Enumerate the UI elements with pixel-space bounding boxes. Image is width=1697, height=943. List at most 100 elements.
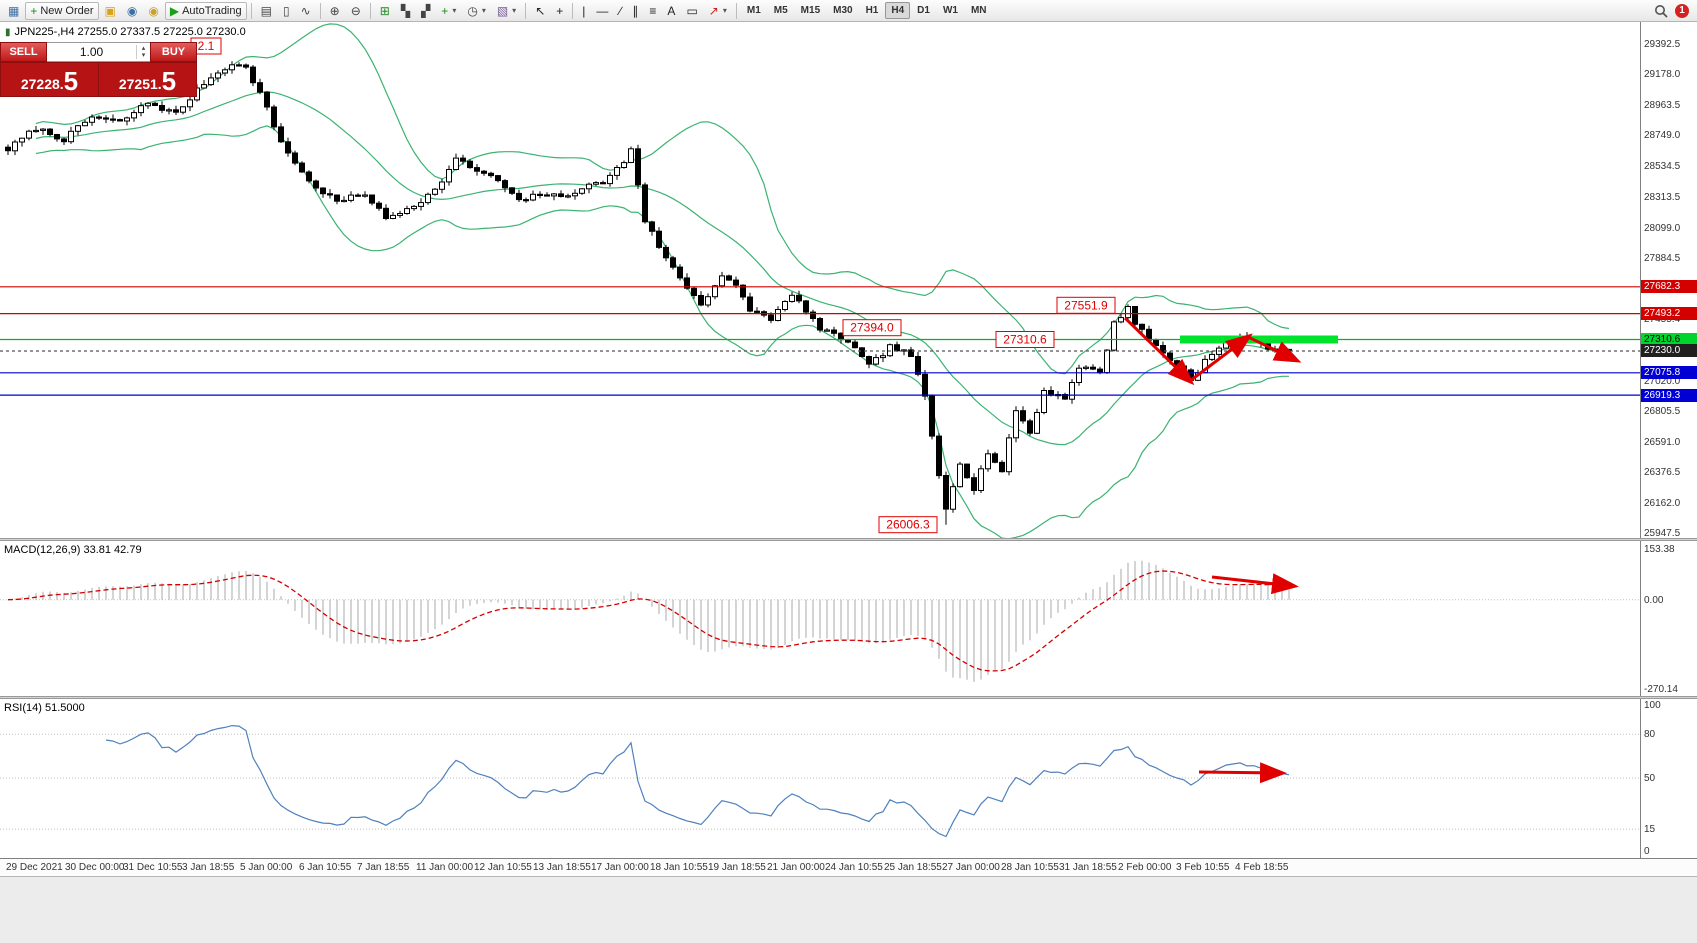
price-tick-label: 26805.5	[1644, 406, 1681, 417]
trendline-icon[interactable]: ∕	[614, 2, 626, 20]
notification-badge[interactable]: 1	[1675, 3, 1689, 18]
chevron-down-icon[interactable]: ▾	[481, 6, 486, 15]
time-label: 7 Jan 18:55	[357, 862, 410, 873]
time-label: 5 Jan 00:00	[240, 862, 293, 873]
candlestick-mode-icon: ▯	[282, 3, 290, 18]
templates-icon[interactable]: ▧ ▾	[492, 2, 521, 20]
channel-icon[interactable]: ∥	[627, 2, 643, 20]
tile-windows-icon[interactable]: ⊞	[375, 2, 395, 20]
indicators-icon[interactable]: + ▾	[436, 2, 461, 20]
arrange-windows-icon[interactable]: ▞	[416, 2, 435, 20]
periods-icon[interactable]: ◷ ▾	[462, 2, 491, 20]
chevron-down-icon[interactable]: ▾	[722, 6, 727, 15]
trade-panel-controls: SELL ▴ ▾ BUY	[0, 42, 197, 62]
price-tick-label: 28963.5	[1644, 100, 1681, 111]
candlestick-mode-icon[interactable]: ▯	[278, 2, 295, 20]
price-tick-label: 26376.5	[1644, 467, 1681, 478]
timeframe-h4-button[interactable]: H4	[885, 2, 911, 19]
candlestick-series[interactable]	[5, 61, 1292, 525]
text-icon[interactable]: A	[662, 2, 680, 20]
timeframe-m5-button[interactable]: M5	[773, 5, 788, 16]
horizontal-line-icon[interactable]: —	[591, 2, 613, 20]
text-label-icon[interactable]: ▭	[681, 2, 702, 20]
timeframe-m1-button[interactable]: M1	[746, 5, 761, 16]
text-label-icon: ▭	[686, 3, 698, 18]
zoom-out-icon[interactable]: ⊖	[346, 2, 366, 20]
timeframe-m30-button[interactable]: M30	[833, 5, 853, 16]
package-icon[interactable]: ▣	[100, 2, 121, 20]
price-tag: 27075.8	[1641, 366, 1697, 379]
price-label[interactable]: 27551.9	[1056, 296, 1116, 314]
chart-window-icon[interactable]: ▦	[3, 2, 24, 20]
community-icon[interactable]: ◉	[143, 2, 163, 20]
volume-up-icon[interactable]: ▴	[141, 45, 146, 52]
highlight-rectangle[interactable]	[1180, 335, 1338, 344]
timeframe-d1-button[interactable]: D1	[917, 5, 930, 16]
timeframe-mn-button[interactable]: MN	[970, 5, 987, 16]
bottom-filler	[0, 876, 1697, 943]
price-label[interactable]: 27310.6	[995, 331, 1055, 348]
main-price-axis[interactable]: 29392.5 29178.0 28963.5 28749.0 28534.5 28313…	[1640, 22, 1697, 538]
rsi-line	[105, 724, 1290, 838]
buy-button[interactable]: BUY	[150, 42, 197, 62]
macd-panel[interactable]: MACD(12,26,9) 33.81 42.79	[0, 541, 1640, 696]
price-tick-label: 25947.5	[1644, 528, 1681, 538]
price-big-digit: 5	[161, 66, 177, 96]
time-label: 18 Jan 10:55	[650, 862, 708, 873]
new-order-button[interactable]: + New Order	[25, 1, 99, 20]
trend-arrow[interactable]	[1198, 762, 1287, 784]
volume-down-icon[interactable]: ▾	[141, 52, 146, 59]
symbol-ohlc-text: JPN225-,H4 27255.0 27337.5 27225.0 27230…	[14, 26, 246, 38]
time-label: 25 Jan 18:55	[884, 862, 942, 873]
trade-panel-prices: 27228. 5 27251. 5	[0, 62, 197, 97]
main-chart-panel[interactable]: 27551.9 27394.0 27310.6 26006.3 2.1 ▮ JPN225…	[0, 22, 1640, 538]
zoom-in-icon[interactable]: ⊕	[325, 2, 345, 20]
time-label: 21 Jan 00:00	[767, 862, 825, 873]
trend-arrow[interactable]	[1247, 335, 1302, 363]
price-label[interactable]: 27394.0	[842, 319, 902, 337]
rsi-tick-label: 80	[1644, 729, 1656, 740]
macd-axis[interactable]: 153.38 0.00 -270.14	[1640, 541, 1697, 696]
rsi-panel[interactable]: RSI(14) 51.5000	[0, 699, 1640, 858]
trend-arrow[interactable]	[1123, 316, 1195, 386]
price-label[interactable]: 26006.3	[878, 516, 938, 534]
bollinger-bands[interactable]	[35, 23, 1290, 538]
search-icon[interactable]	[1654, 4, 1668, 18]
timeframe-m15-button[interactable]: M15	[800, 5, 821, 16]
svg-text:27310.6: 27310.6	[1003, 333, 1047, 347]
buy-price[interactable]: 27251. 5	[99, 62, 197, 97]
bar-chart-mode-icon[interactable]: ▤	[256, 2, 277, 20]
crosshair-icon[interactable]: +	[551, 2, 568, 20]
trend-arrow[interactable]	[1211, 573, 1299, 595]
volume-input[interactable]	[47, 44, 136, 60]
fibonacci-icon[interactable]: ≡	[644, 2, 661, 20]
cascade-windows-icon[interactable]: ▚	[396, 2, 415, 20]
chart-window-icon: ▦	[8, 3, 20, 18]
line-chart-mode-icon[interactable]: ∿	[296, 2, 316, 20]
shapes-icon[interactable]: ↗ ▾	[704, 2, 732, 20]
price-tick-label: 28313.5	[1644, 192, 1681, 203]
price-main-digits: 27228.	[20, 76, 64, 92]
vertical-line-icon[interactable]: |	[577, 2, 590, 20]
timeframe-h1-button[interactable]: H1	[865, 5, 879, 16]
sell-price[interactable]: 27228. 5	[0, 62, 99, 97]
zoom-in-icon: ⊕	[329, 3, 340, 18]
time-axis[interactable]: 29 Dec 2021 30 Dec 00:00 31 Dec 10:55 3 Jan…	[0, 858, 1697, 877]
chart-window: 27551.9 27394.0 27310.6 26006.3 2.1 ▮ JPN225…	[0, 22, 1697, 943]
autotrading-button[interactable]: ▶ AutoTrading	[164, 1, 247, 20]
bar-chart-mode-icon: ▤	[260, 3, 272, 18]
panel-splitter[interactable]	[0, 696, 1697, 699]
trend-arrow[interactable]	[1189, 333, 1253, 383]
timeframe-w1-button[interactable]: W1	[942, 5, 958, 16]
cursor-icon[interactable]: ↖	[530, 2, 550, 20]
one-click-trading-panel: SELL ▴ ▾ BUY 27228.5 27251.5	[0, 42, 197, 97]
profile-icon[interactable]: ◉	[122, 2, 142, 20]
community-icon: ◉	[148, 3, 159, 18]
rsi-axis[interactable]: 100 80 50 15 0	[1640, 699, 1697, 858]
chevron-down-icon[interactable]: ▾	[452, 6, 457, 15]
chevron-down-icon[interactable]: ▾	[512, 6, 517, 15]
panel-splitter[interactable]	[0, 538, 1697, 541]
shapes-icon: ↗	[708, 3, 719, 18]
fibonacci-icon: ≡	[649, 3, 657, 18]
sell-button[interactable]: SELL	[0, 42, 47, 62]
